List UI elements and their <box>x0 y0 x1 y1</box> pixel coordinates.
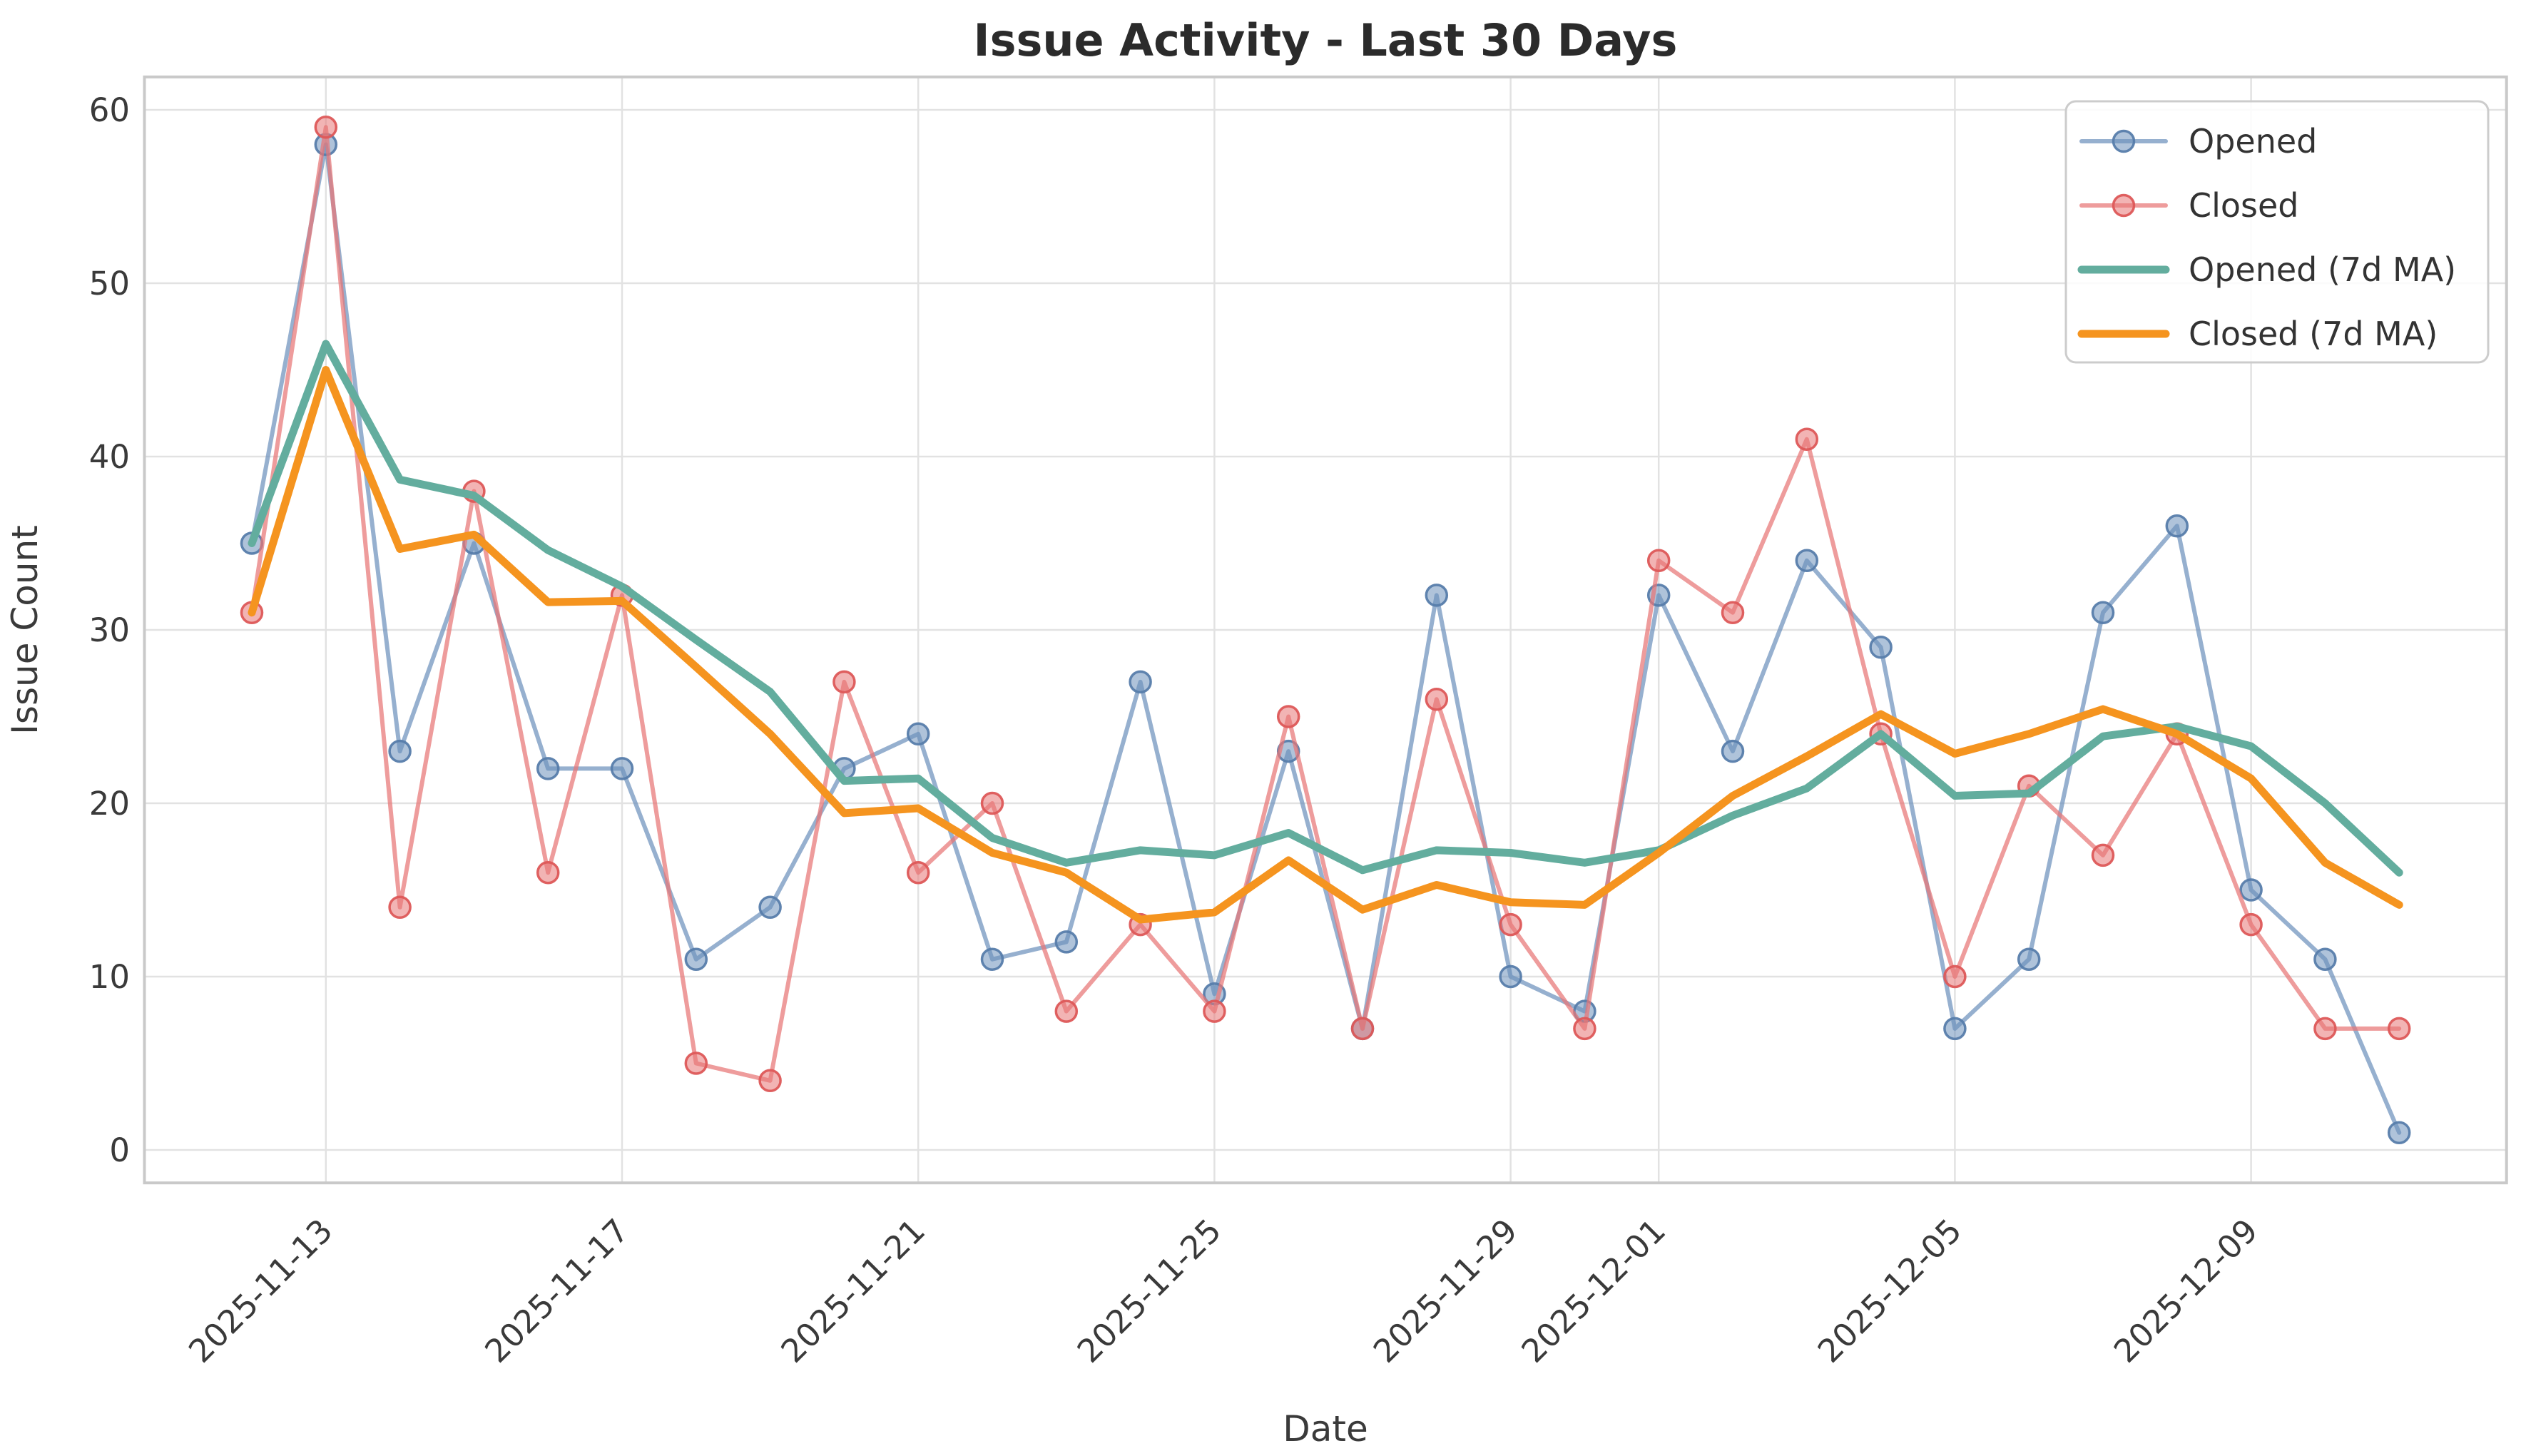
data-point-closed <box>1721 601 1745 624</box>
data-point-opened <box>2017 947 2041 971</box>
data-point-closed <box>2313 1017 2337 1041</box>
y-tick-label: 50 <box>89 265 130 302</box>
legend-label: Closed <box>2189 186 2299 225</box>
y-tick-label: 60 <box>89 91 130 129</box>
series-group <box>240 116 2411 1144</box>
data-point-closed <box>314 116 338 139</box>
series-opened-7d-ma <box>248 340 2403 877</box>
series-line-opened-7d-ma <box>248 340 2403 877</box>
y-tick-label: 40 <box>89 438 130 476</box>
legend-marker-swatch <box>2112 193 2136 218</box>
data-point-opened <box>1129 670 1152 694</box>
data-point-closed <box>1499 912 1522 937</box>
data-point-opened <box>388 739 412 763</box>
y-axis-label: Issue Count <box>4 525 46 735</box>
legend: Opened Closed Opened (7d MA) Closed (7d MA) <box>2064 100 2490 364</box>
data-point-closed <box>1203 999 1226 1023</box>
data-point-opened <box>1943 1017 1967 1041</box>
plot-border <box>143 75 2508 1185</box>
legend-label: Opened <box>2189 122 2317 161</box>
data-point-closed <box>832 670 856 694</box>
legend-item-opened: Opened <box>2079 122 2317 161</box>
data-point-closed <box>2387 1017 2411 1041</box>
data-point-opened <box>684 947 708 971</box>
legend-item-opened-7d-ma: Opened (7d MA) <box>2077 250 2456 289</box>
data-point-opened <box>610 757 634 780</box>
legend-item-closed: Closed <box>2079 186 2299 225</box>
y-tick-label: 10 <box>89 958 130 996</box>
data-point-closed <box>1646 549 1671 573</box>
data-point-opened <box>2239 878 2263 902</box>
data-point-opened <box>1869 636 1893 659</box>
legend-item-closed-7d-ma: Closed (7d MA) <box>2077 315 2438 353</box>
data-point-closed <box>980 791 1004 815</box>
data-point-closed <box>1943 964 1967 989</box>
data-point-closed <box>2091 843 2115 867</box>
data-point-closed <box>1276 705 1300 728</box>
data-point-opened <box>2165 514 2189 538</box>
legend-box <box>2064 100 2490 364</box>
data-point-closed <box>1425 687 1449 711</box>
data-point-opened <box>1499 964 1522 989</box>
series-opened <box>240 133 2411 1144</box>
y-tick-label: 30 <box>89 611 130 649</box>
data-point-opened <box>2313 947 2337 971</box>
data-point-opened <box>1054 930 1079 954</box>
data-point-opened <box>758 895 782 920</box>
data-point-closed <box>1350 1017 1375 1041</box>
data-point-opened <box>2387 1121 2411 1144</box>
series-closed <box>240 116 2411 1093</box>
axes-spines <box>143 75 2508 1185</box>
x-axis-label: Date <box>1283 1408 1368 1450</box>
data-point-closed <box>684 1052 708 1075</box>
series-closed-7d-ma <box>248 366 2403 924</box>
data-point-opened <box>536 757 560 780</box>
data-point-closed <box>1795 427 1819 451</box>
data-point-opened <box>2091 601 2115 624</box>
data-point-opened <box>1795 549 1819 573</box>
y-tick-label: 20 <box>89 785 130 823</box>
data-point-closed <box>1054 999 1079 1023</box>
data-point-closed <box>388 895 412 920</box>
data-point-opened <box>980 947 1004 971</box>
series-line-closed-7d-ma <box>248 366 2403 924</box>
data-point-closed <box>758 1069 782 1093</box>
series-line-opened <box>250 142 2402 1135</box>
series-line-closed <box>250 125 2402 1083</box>
data-point-opened <box>1425 584 1449 607</box>
data-point-closed <box>906 860 930 885</box>
chart-title: Issue Activity - Last 30 Days <box>974 14 1678 66</box>
data-point-closed <box>2239 912 2263 937</box>
legend-label: Closed (7d MA) <box>2189 315 2438 353</box>
data-point-opened <box>906 722 930 746</box>
legend-label: Opened (7d MA) <box>2189 250 2456 289</box>
data-point-closed <box>1573 1017 1596 1041</box>
data-point-opened <box>1721 739 1745 763</box>
data-point-closed <box>536 860 560 885</box>
y-tick-label: 0 <box>109 1131 130 1169</box>
legend-marker-swatch <box>2112 129 2136 153</box>
